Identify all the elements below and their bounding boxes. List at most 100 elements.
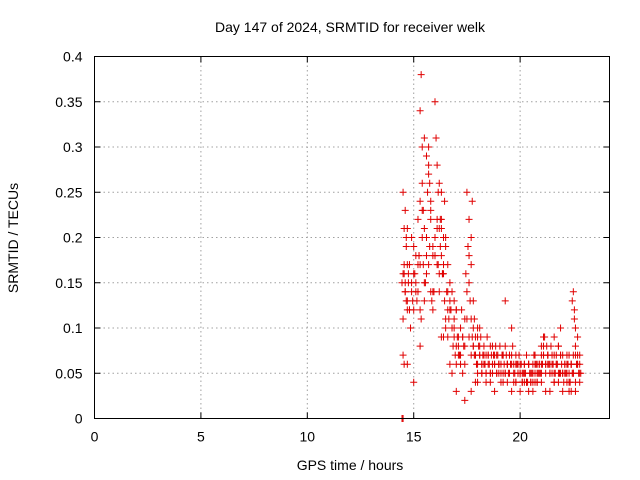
data-point xyxy=(569,288,577,296)
y-tick-label: 0.15 xyxy=(55,275,82,291)
data-point xyxy=(561,369,569,377)
data-point xyxy=(446,360,454,368)
data-point xyxy=(402,243,410,251)
data-point xyxy=(402,297,410,305)
data-point xyxy=(431,252,439,260)
data-point xyxy=(470,315,478,323)
data-point xyxy=(431,98,439,106)
data-point xyxy=(401,288,409,296)
data-point xyxy=(525,360,533,368)
data-point xyxy=(527,369,535,377)
data-point xyxy=(463,315,471,323)
data-point xyxy=(469,324,477,332)
data-point xyxy=(418,143,426,151)
data-point xyxy=(574,333,582,341)
data-point xyxy=(571,342,579,350)
data-point xyxy=(442,324,450,332)
data-point xyxy=(465,279,473,287)
data-point xyxy=(465,333,473,341)
data-point xyxy=(413,297,421,305)
data-point xyxy=(425,161,433,169)
data-point xyxy=(463,188,471,196)
data-point xyxy=(567,360,575,368)
data-point xyxy=(425,261,433,269)
data-point xyxy=(437,333,445,341)
x-tick-label: 5 xyxy=(197,429,205,445)
data-point xyxy=(467,387,475,395)
data-point xyxy=(550,369,558,377)
x-tick-label: 20 xyxy=(512,429,528,445)
data-point xyxy=(420,134,428,142)
data-point xyxy=(537,369,545,377)
data-point xyxy=(516,387,524,395)
data-point xyxy=(550,351,558,359)
data-point xyxy=(505,351,513,359)
data-point xyxy=(537,378,545,386)
data-point xyxy=(495,360,503,368)
data-point xyxy=(414,215,422,223)
data-point xyxy=(464,243,472,251)
data-point xyxy=(437,215,445,223)
data-point xyxy=(537,351,545,359)
data-point xyxy=(571,324,579,332)
data-point xyxy=(425,143,433,151)
data-point xyxy=(484,351,492,359)
data-point xyxy=(399,315,407,323)
x-tick-label: 0 xyxy=(91,429,99,445)
data-point xyxy=(437,252,445,260)
data-point xyxy=(501,297,509,305)
x-tick-label: 10 xyxy=(300,429,316,445)
data-point xyxy=(415,252,423,260)
data-point xyxy=(425,170,433,178)
data-point xyxy=(429,288,437,296)
data-point xyxy=(399,188,407,196)
data-point xyxy=(426,179,434,187)
data-point xyxy=(478,369,486,377)
data-point xyxy=(435,288,443,296)
data-point xyxy=(442,234,450,241)
data-point xyxy=(576,369,584,377)
data-point xyxy=(478,360,486,368)
data-point xyxy=(410,243,418,251)
data-point xyxy=(403,306,411,314)
data-point xyxy=(550,333,558,341)
data-point xyxy=(570,315,578,323)
data-point xyxy=(429,306,437,314)
data-point xyxy=(461,360,469,368)
data-point xyxy=(448,288,456,296)
data-point xyxy=(571,387,579,395)
data-point xyxy=(529,387,537,395)
data-point xyxy=(474,333,482,341)
data-point xyxy=(486,369,494,377)
data-point xyxy=(422,270,430,278)
data-point xyxy=(576,351,584,359)
data-point xyxy=(420,297,428,305)
data-point xyxy=(483,333,491,341)
data-point xyxy=(433,161,441,169)
x-tick-label: 15 xyxy=(406,429,422,445)
y-tick-label: 0.3 xyxy=(63,139,83,155)
data-point xyxy=(403,224,411,232)
data-point xyxy=(427,215,435,223)
y-tick-label: 0 xyxy=(75,411,83,427)
data-point xyxy=(405,261,413,269)
data-point xyxy=(465,252,473,260)
y-tick-label: 0.25 xyxy=(55,184,82,200)
data-point xyxy=(410,270,418,278)
data-point xyxy=(399,351,407,359)
data-point xyxy=(446,306,454,314)
data-point xyxy=(444,333,452,341)
data-point xyxy=(493,351,501,359)
y-tick-label: 0.05 xyxy=(55,365,82,381)
data-point xyxy=(422,234,430,241)
data-point xyxy=(419,206,427,214)
data-point xyxy=(452,342,460,350)
data-point xyxy=(399,270,407,278)
data-point xyxy=(495,369,503,377)
data-point xyxy=(469,342,477,350)
data-point xyxy=(559,387,567,395)
data-point xyxy=(461,396,469,404)
data-point xyxy=(416,197,424,205)
data-point xyxy=(540,333,548,341)
